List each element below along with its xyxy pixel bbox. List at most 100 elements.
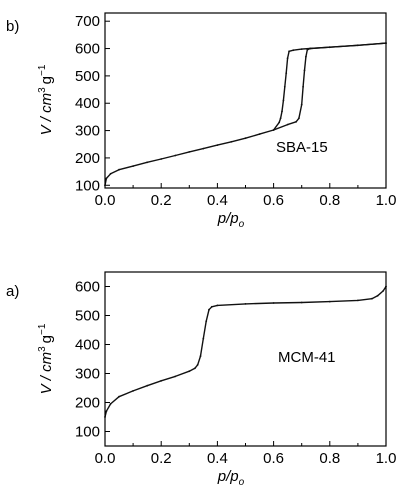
- panel-b-xtick-label: 0.0: [95, 192, 116, 209]
- panel-b-desorption-point: [288, 50, 290, 53]
- panel-b-adsorption-line: [104, 42, 387, 186]
- panel-b-desorption-point: [278, 121, 281, 124]
- panel-a-adsorption-point: [205, 320, 208, 323]
- panel-a-adsorption-point: [202, 337, 205, 340]
- panel-b-ylabel-main: V / cm: [38, 93, 55, 136]
- panel-b-adsorption-point: [306, 49, 309, 51]
- panel-b-adsorption-point: [302, 85, 304, 88]
- panel-b-adsorption-point: [295, 120, 297, 123]
- panel-b-xlabel-main: p/p: [217, 210, 239, 227]
- panel-a-xlabel-main: p/p: [217, 468, 239, 485]
- panel-b-xtick-label: 0.2: [151, 192, 172, 209]
- panel-a-adsorption-point: [194, 367, 196, 370]
- panel-b-ylabel-sup: 3: [37, 87, 48, 93]
- panel-b-adsorption-point: [202, 147, 205, 150]
- panel-b-adsorption-point: [105, 177, 108, 180]
- panel-b-annotation: SBA-15: [276, 139, 328, 156]
- panel-b-ytick-label: 400: [75, 95, 100, 112]
- panel-b-adsorption-point: [146, 161, 149, 164]
- panel-a-ytick-label: 500: [75, 308, 100, 325]
- panel-a-ylabel-unit: g: [38, 335, 55, 343]
- panel-a-adsorption-point: [357, 299, 359, 302]
- panel-a-xlabel-sub: o: [239, 477, 245, 487]
- panel-b-adsorption-point: [300, 103, 303, 106]
- panel-b-adsorption-point: [286, 123, 289, 126]
- panel-b-adsorption-point: [109, 172, 112, 175]
- panel-a-xtick-label: 1.0: [376, 450, 397, 467]
- panel-a-xtick-label: 0.2: [151, 450, 172, 467]
- panel-a-xtick-label: 0.0: [95, 450, 116, 467]
- panel-a-ytick-label: 600: [75, 279, 100, 296]
- panel-b-adsorption-point: [305, 55, 307, 58]
- panel-a-adsorption-point: [371, 297, 373, 300]
- panel-b-desorption-point: [281, 110, 283, 113]
- panel-a-adsorption-point: [132, 390, 135, 392]
- panel-a-adsorption-point: [146, 384, 149, 387]
- panel-b-desorption-point: [309, 47, 311, 50]
- panel-b-ylabel-unit-sup: −1: [37, 64, 48, 76]
- panel-a-adsorption-point: [382, 290, 385, 292]
- panel-b-adsorption-point: [118, 168, 120, 171]
- panel-b-desorption-point: [279, 117, 282, 120]
- panel-b-adsorption-point: [160, 158, 163, 160]
- panel-b-adsorption-point: [216, 144, 219, 147]
- panel-b-plot-frame: [104, 12, 387, 189]
- panel-a-ylabel-main: V / cm: [38, 352, 55, 395]
- panel-b-ytick-label: 300: [75, 123, 100, 140]
- panel-b-ytick-label: 200: [75, 150, 100, 167]
- panel-b-desorption-point: [286, 57, 289, 59]
- panel-b-desorption-point: [282, 99, 285, 102]
- panel-a-adsorption-point: [244, 303, 247, 305]
- panel-a-xtick-label: 0.8: [319, 450, 340, 467]
- panel-b-ytick-label: 500: [75, 68, 100, 85]
- panel-b-adsorption-point: [298, 117, 300, 120]
- panel-a-adsorption-point: [160, 379, 163, 382]
- panel-a-adsorption-point: [199, 355, 202, 357]
- panel-a-axes-ticks: 0.0 0.2 0.4 0.6 0.8 1.0 100 200 300 400 500 600: [75, 279, 396, 468]
- panel-b-xtick-label: 1.0: [376, 192, 397, 209]
- panel-a-series: [104, 285, 387, 418]
- panel-a-ytick-label: 400: [75, 337, 100, 354]
- panel-a-adsorption-point: [216, 304, 219, 307]
- panel-a-plot-frame: [104, 271, 387, 447]
- panel-b-adsorption-point: [244, 137, 247, 140]
- panel-b-desorption-point: [292, 49, 295, 52]
- panel-b-xtick-label: 0.8: [319, 192, 340, 209]
- panel-b-ytick-label: 100: [75, 177, 100, 194]
- panel-a-annotation: MCM-41: [278, 349, 336, 366]
- panel-b-adsorption-point: [132, 165, 135, 168]
- panel-a-adsorption-point: [208, 308, 210, 311]
- panel-b-ylabel-unit: g: [38, 76, 55, 84]
- panel-a-ytick-label: 100: [75, 424, 100, 441]
- panel-b-ytick-label: 600: [75, 41, 100, 58]
- panel-b-ytick-label: 700: [75, 13, 100, 30]
- panel-a-adsorption-point: [105, 410, 108, 413]
- panel-a-xtick-label: 0.4: [207, 450, 228, 467]
- panel-b-desorption-point: [285, 72, 288, 75]
- panel-a-adsorption-point: [118, 395, 120, 398]
- panel-a-ylabel-unit-sup: −1: [37, 323, 48, 335]
- panel-b-adsorption-point: [174, 154, 177, 157]
- panel-a-ylabel: V / cm3 g−1: [37, 323, 55, 394]
- panel-b-series: [104, 42, 387, 187]
- panel-a-ytick-label: 200: [75, 395, 100, 412]
- panel-b-desorption-point: [328, 46, 331, 49]
- panel-a-ytick-label: 300: [75, 366, 100, 383]
- panel-b: b) 0.0 0.2 0.4 0.6 0.8 1.0 100 200 300 400 500 600 7…: [6, 12, 397, 230]
- panel-a-adsorption-point: [174, 375, 177, 378]
- panel-b-xtick-label: 0.6: [263, 192, 284, 209]
- panel-b-desorption-point: [357, 44, 359, 47]
- panel-a-xlabel: p/po: [217, 468, 245, 487]
- panel-a-adsorption-line: [104, 286, 387, 418]
- panel-a-xtick-label: 0.6: [263, 450, 284, 467]
- panel-a-adsorption-point: [109, 403, 112, 405]
- panel-b-xlabel-sub: o: [239, 219, 245, 230]
- panel-b-ylabel: V / cm3 g−1: [37, 64, 55, 135]
- panel-b-desorption-point: [272, 129, 275, 131]
- panel-b-desorption-point: [300, 48, 303, 50]
- panel-b-desorption-line: [273, 42, 387, 131]
- panel-a-adsorption-point: [300, 301, 303, 304]
- panel-a-label: a): [6, 283, 19, 300]
- panel-a: a) 0.0 0.2 0.4 0.6 0.8 1.0100200300400500600 …: [6, 271, 396, 487]
